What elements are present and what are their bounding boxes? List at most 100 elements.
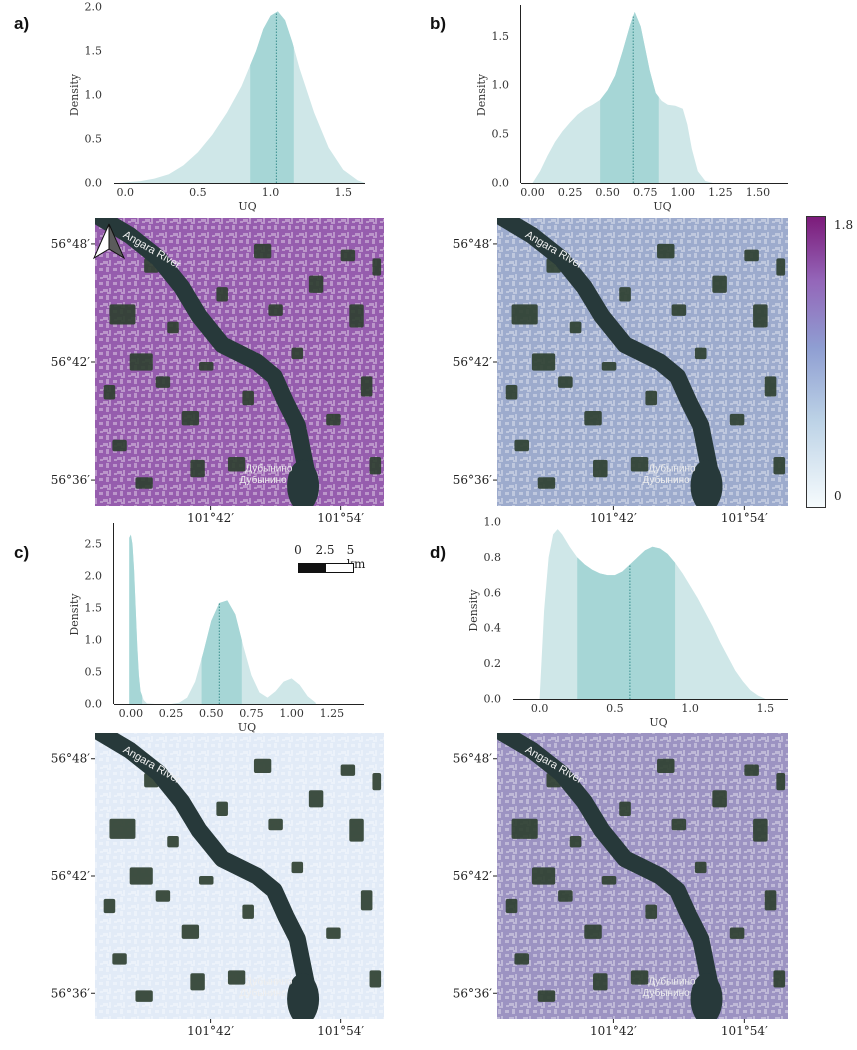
forest-patch	[729, 927, 745, 939]
y-tick-label-a: 0.0	[85, 177, 103, 190]
forest-patch	[511, 304, 538, 325]
forest-patch	[308, 790, 324, 808]
x-tick-label-d: 0.5	[606, 702, 624, 715]
forest-patch	[103, 898, 116, 914]
forest-patch	[135, 990, 153, 1002]
panel-label-a: a)	[14, 14, 30, 33]
forest-patch	[340, 249, 356, 262]
y-tick-label-c: 0.0	[85, 698, 103, 711]
y-tick-label-d: 1.0	[484, 516, 502, 529]
forest-patch	[531, 867, 556, 885]
forest-patch	[630, 457, 649, 472]
density-interval-d	[577, 546, 676, 699]
forest-patch	[773, 970, 786, 988]
latitude-label-c: 56°48′	[51, 752, 91, 766]
uq-colorbar	[806, 216, 826, 508]
density-area-a	[118, 11, 365, 184]
longitude-label-c: 101°54′	[317, 1024, 364, 1038]
x-tick-label-b: 0.25	[558, 186, 583, 199]
forest-patch	[242, 390, 254, 406]
forest-patch	[360, 890, 373, 911]
forest-patch	[268, 818, 283, 831]
density-interval-c	[201, 600, 242, 704]
forest-patch	[764, 376, 777, 397]
forest-patch	[181, 924, 200, 939]
forest-patch	[584, 924, 602, 939]
forest-patch	[671, 818, 687, 831]
y-tick-label-d: 0.6	[484, 586, 502, 599]
forest-patch	[155, 376, 171, 388]
forest-patch	[619, 287, 631, 302]
town-label-cyrillic: Дубынино	[240, 987, 288, 999]
forest-patch	[569, 321, 582, 334]
latitude-label-a: 56°42′	[51, 355, 91, 369]
latitude-label-c: 56°36′	[51, 986, 91, 1000]
angara-river	[95, 733, 318, 1019]
forest-patch	[308, 275, 324, 293]
latitude-label-a: 56°36′	[51, 473, 91, 487]
town-label: Дубынино	[245, 462, 293, 474]
forest-patch	[657, 243, 675, 259]
forest-patch	[135, 477, 153, 489]
forest-patch	[109, 818, 136, 839]
forest-patch	[369, 970, 382, 988]
forest-patch	[558, 890, 573, 902]
density-interval-a	[250, 11, 294, 184]
forest-patch	[694, 861, 707, 874]
forest-patch	[645, 390, 658, 406]
x-tick-label-c: 0.25	[159, 707, 184, 720]
x-axis-label-d: UQ	[649, 716, 667, 729]
x-tick-label-b: 1.50	[746, 186, 771, 199]
x-tick-label-d: 1.0	[681, 702, 699, 715]
panel-label-b: b)	[430, 14, 447, 33]
forest-patch	[712, 275, 727, 293]
x-tick-label-c: 1.25	[320, 707, 345, 720]
forest-patch	[216, 287, 228, 302]
map-panel-a: Angara RiverДубыниноДубынино56°48′56°42′…	[51, 218, 384, 525]
forest-patch	[537, 477, 556, 489]
forest-patch	[601, 876, 617, 885]
longitude-label-b: 101°54′	[721, 511, 768, 525]
forest-patch	[773, 457, 786, 475]
y-axis-label-d: Density	[467, 589, 480, 632]
latitude-label-b: 56°36′	[453, 473, 493, 487]
panel-label-d: d)	[430, 543, 447, 562]
x-tick-label-a: 0.0	[117, 186, 135, 199]
forest-patch	[253, 243, 272, 259]
town-label-cyrillic: Дубынино	[240, 474, 288, 486]
forest-patch	[531, 353, 556, 371]
forest-patch	[569, 835, 582, 848]
map-panel-b: Angara RiverДубыниноДубынино56°48′56°42′…	[453, 218, 788, 525]
forest-patch	[326, 413, 341, 426]
town-label: Дубынино	[245, 976, 293, 988]
town-label: Дубынино	[648, 462, 696, 474]
north-arrow-icon	[92, 223, 126, 260]
y-tick-label-d: 0.2	[484, 657, 502, 670]
forest-patch	[360, 376, 373, 397]
x-tick-label-b: 1.25	[708, 186, 733, 199]
forest-patch	[729, 413, 745, 426]
latitude-label-d: 56°48′	[453, 752, 493, 766]
y-axis-label-a: Density	[68, 73, 81, 116]
x-tick-label-d: 1.5	[757, 702, 775, 715]
forest-patch	[514, 439, 530, 452]
angara-river	[497, 218, 721, 506]
x-axis-label-a: UQ	[238, 200, 256, 213]
y-tick-label-c: 2.0	[85, 570, 103, 583]
y-tick-label-b: 1.0	[492, 79, 510, 92]
forest-patch	[155, 890, 171, 902]
y-axis-label-c: Density	[68, 593, 81, 636]
y-tick-label-c: 0.5	[85, 666, 103, 679]
forest-patch	[112, 439, 127, 452]
colorbar-max-label: 1.8	[834, 218, 854, 232]
forest-patch	[103, 385, 116, 400]
forest-patch	[744, 249, 759, 262]
forest-patch	[505, 385, 518, 400]
forest-patch	[340, 764, 356, 776]
x-tick-label-b: 1.00	[671, 186, 696, 199]
forest-patch	[112, 953, 127, 965]
scale-label-0: 0	[294, 543, 302, 557]
river-widening	[287, 972, 320, 1019]
latitude-label-b: 56°48′	[453, 237, 493, 251]
